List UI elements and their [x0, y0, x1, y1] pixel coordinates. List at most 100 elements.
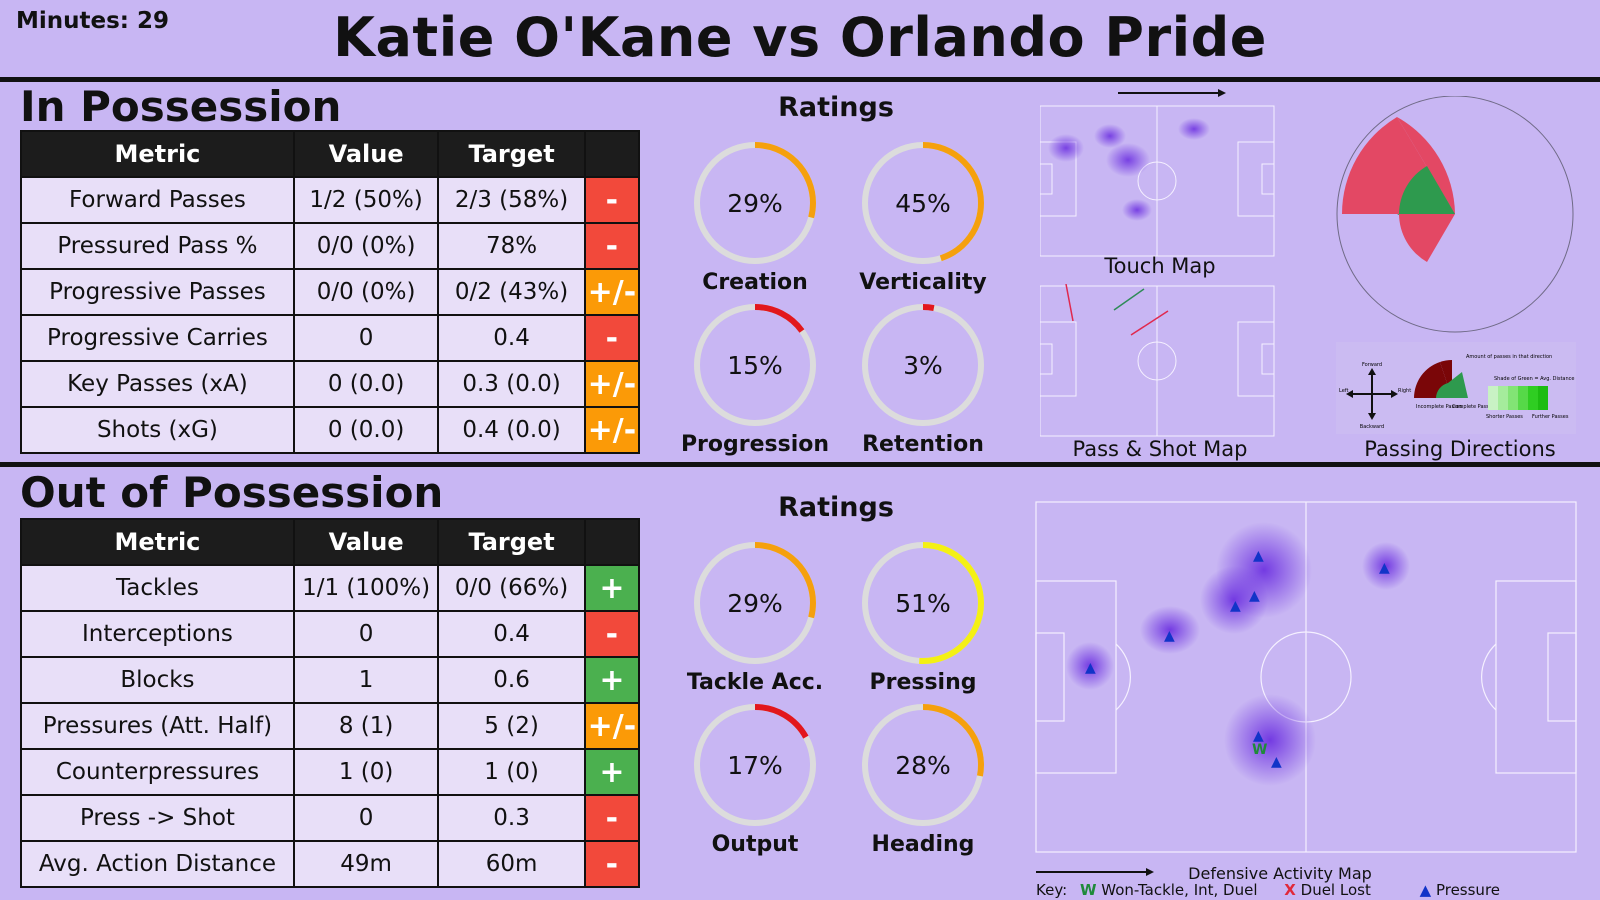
- rating-label: Heading: [871, 832, 975, 857]
- value-cell: 0/0 (0%): [292, 268, 440, 316]
- metric-cell: Counterpressures: [20, 748, 295, 796]
- pressure-key-label: Pressure: [1435, 881, 1501, 899]
- pressure-key-icon: ▲: [1419, 881, 1432, 899]
- table-row: Progressive Passes 0/0 (0%) 0/2 (43%) +/-: [20, 268, 641, 316]
- rating-gauge: 15% Progression: [681, 300, 829, 457]
- flag-cell: +: [583, 564, 641, 612]
- table-row: Tackles 1/1 (100%) 0/0 (66%) +: [20, 564, 641, 612]
- rating-value: 3%: [903, 350, 943, 380]
- pressure-marker: ▲: [1379, 560, 1390, 576]
- pressure-marker: ▲: [1085, 660, 1096, 676]
- passing-directions-chart: [1336, 96, 1574, 333]
- pressure-marker: ▲: [1230, 598, 1241, 614]
- rating-label: Retention: [862, 432, 984, 457]
- legend-green-scale: [1488, 386, 1548, 410]
- table-row: Pressures (Att. Half) 8 (1) 5 (2) +/-: [20, 702, 641, 750]
- metric-cell: Blocks: [20, 656, 295, 704]
- won-key-icon: W: [1079, 881, 1097, 899]
- flag-cell: -: [583, 176, 641, 224]
- legend-shade: Shade of Green = Avg. Distance: [1494, 376, 1574, 382]
- target-cell: 60m: [437, 840, 586, 888]
- table-row: Forward Passes 1/2 (50%) 2/3 (58%) -: [20, 176, 641, 224]
- minutes-label: Minutes: 29: [16, 8, 170, 34]
- pressure-marker: ▲: [1249, 588, 1260, 604]
- col-value: Value: [292, 518, 440, 566]
- won-key-label: Won-Tackle, Int, Duel: [1101, 881, 1258, 899]
- flag-cell: +: [583, 748, 641, 796]
- col-target: Target: [437, 518, 586, 566]
- rating-label: Creation: [702, 270, 808, 295]
- defensive-map-label: Defensive Activity Map: [1188, 864, 1372, 883]
- col-target: Target: [437, 130, 586, 178]
- passing-directions-label: Passing Directions: [1364, 437, 1556, 461]
- rating-value: 17%: [727, 750, 783, 780]
- flag-cell: -: [583, 314, 641, 362]
- metric-cell: Press -> Shot: [20, 794, 295, 842]
- target-cell: 5 (2): [437, 702, 586, 750]
- won-marker: W: [1252, 742, 1267, 758]
- flag-cell: +/-: [583, 360, 641, 408]
- touch-map: [1040, 89, 1275, 257]
- pressure-marker: ▲: [1164, 628, 1175, 644]
- pressure-marker: ▲: [1253, 728, 1264, 744]
- legend-amount: Amount of passes in that direction: [1466, 354, 1552, 360]
- value-cell: 49m: [292, 840, 440, 888]
- rating-gauge: 29% Creation: [690, 138, 820, 295]
- rating-gauge: 51% Pressing: [858, 538, 988, 695]
- value-cell: 1: [292, 656, 440, 704]
- direction-cross-icon: [1350, 372, 1394, 416]
- metric-cell: Avg. Action Distance: [20, 840, 295, 888]
- table-row: Press -> Shot 0 0.3-: [20, 794, 641, 842]
- table-row: Avg. Action Distance 49m 60m -: [20, 840, 641, 888]
- legend-right: Right: [1398, 388, 1411, 394]
- metric-cell: Key Passes (xA): [20, 360, 295, 408]
- table-row: Blocks 1 0.6 +: [20, 656, 641, 704]
- metric-cell: Progressive Carries: [20, 314, 295, 362]
- metric-cell: Interceptions: [20, 610, 295, 658]
- target-cell: 0/2 (43%): [437, 268, 586, 316]
- target-cell: 0.4: [437, 314, 586, 362]
- defensive-map-key: Key: W Won-Tackle, Int, Duel X Duel Lost…: [1036, 881, 1500, 899]
- legend-further: Further Passes: [1532, 414, 1569, 420]
- target-cell: 1 (0): [437, 748, 586, 796]
- target-cell: 0.4: [437, 610, 586, 658]
- passing-directions-legend: Forward Backward Left Right Amount of pa…: [1336, 342, 1576, 434]
- backward-incomplete-wedge: [1399, 214, 1455, 262]
- value-cell: 0 (0.0): [292, 360, 440, 408]
- in-possession-table: Metric Value Target Forward Passes 1/2 (5…: [20, 130, 641, 454]
- legend-forward: Forward: [1362, 362, 1382, 368]
- table-row: Shots (xG) 0 (0.0) 0.4 (0.0) +/-: [20, 406, 641, 454]
- rating-gauge: 45% Verticality: [858, 138, 988, 295]
- rating-value: 28%: [895, 750, 951, 780]
- rating-value: 51%: [895, 588, 951, 618]
- table-row: Progressive Carries 0 0.4-: [20, 314, 641, 362]
- legend-shorter: Shorter Passes: [1486, 414, 1523, 420]
- pass-line: [1113, 288, 1145, 311]
- flag-cell: -: [583, 610, 641, 658]
- col-flag: [583, 518, 641, 566]
- complete-forward-wedge: [1399, 166, 1455, 214]
- metric-cell: Shots (xG): [20, 406, 295, 454]
- value-cell: 0: [292, 610, 440, 658]
- metric-cell: Pressures (Att. Half): [20, 702, 295, 750]
- pressure-marker: ▲: [1271, 754, 1282, 770]
- metric-cell: Progressive Passes: [20, 268, 295, 316]
- flag-cell: +/-: [583, 268, 641, 316]
- divider-middle: [0, 462, 1600, 467]
- rating-value: 45%: [895, 188, 951, 218]
- legend-backward: Backward: [1360, 424, 1384, 430]
- col-metric: Metric: [20, 518, 295, 566]
- value-cell: 0: [292, 314, 440, 362]
- col-metric: Metric: [20, 130, 295, 178]
- flag-cell: +/-: [583, 702, 641, 750]
- target-cell: 2/3 (58%): [437, 176, 586, 224]
- in-possession-ratings-title: Ratings: [778, 92, 894, 123]
- rating-value: 15%: [727, 350, 783, 380]
- rating-gauge: 28% Heading: [858, 700, 988, 857]
- table-row: Key Passes (xA) 0 (0.0) 0.3 (0.0) +/-: [20, 360, 641, 408]
- flag-cell: +/-: [583, 406, 641, 454]
- divider-top: [0, 77, 1600, 82]
- rating-label: Pressing: [869, 670, 977, 695]
- table-row: Interceptions 0 0.4-: [20, 610, 641, 658]
- rating-label: Tackle Acc.: [686, 670, 824, 695]
